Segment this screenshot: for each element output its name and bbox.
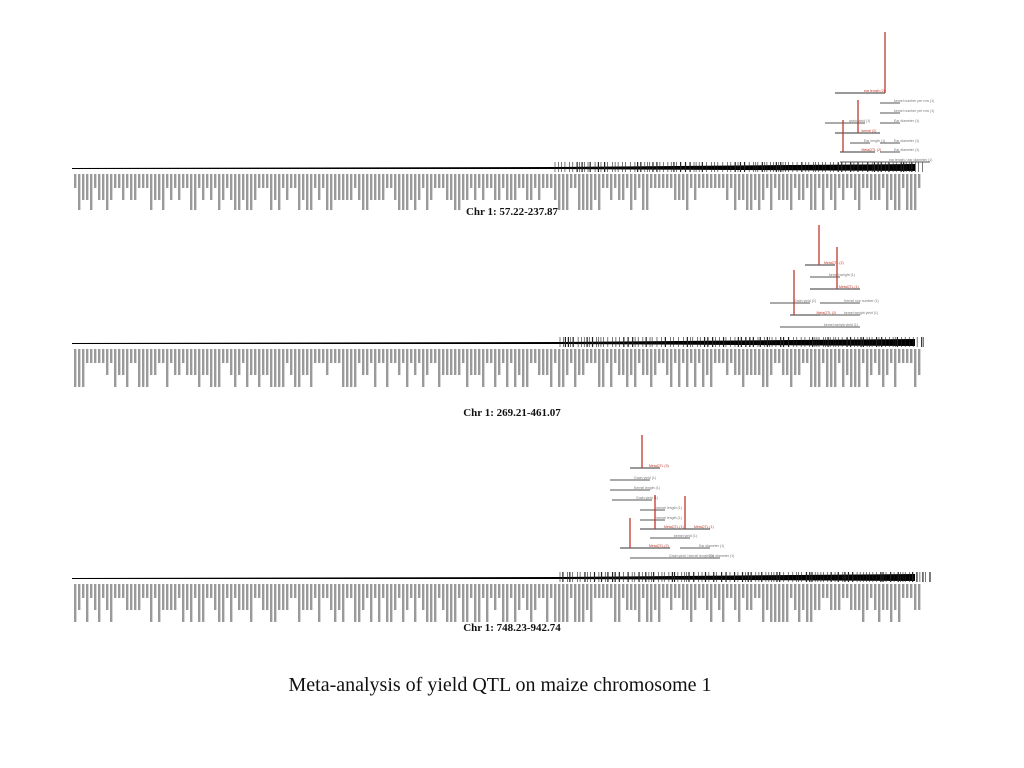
meta-qtl: MetaQTL (2) [805, 225, 844, 266]
svg-text:MetaQTL (2): MetaQTL (2) [824, 261, 844, 265]
figure-title: Meta-analysis of yield QTL on maize chro… [288, 674, 712, 696]
svg-text:Kernel row number (1): Kernel row number (1) [844, 299, 879, 303]
svg-text:Ear diameter (1): Ear diameter (1) [699, 544, 724, 548]
svg-text:Kernel length (1): Kernel length (1) [634, 486, 660, 490]
qtl-interval: Grain yield (1) [610, 476, 656, 481]
meta-qtl: MetaQTL (2) [620, 518, 670, 549]
svg-text:Ear diameter (1): Ear diameter (1) [894, 139, 919, 143]
svg-text:ear length (2): ear length (2) [864, 89, 885, 93]
genetic-map: MetaQTL (3) Grain yield (1) Kernel length … [72, 435, 931, 622]
svg-text:kernel number per row (1): kernel number per row (1) [894, 109, 934, 113]
chromosome-panel: MetaQTL (2) kernel weight (1) MetaQTL (1) G… [0, 215, 1024, 419]
svg-text:kernel weight yield (1): kernel weight yield (1) [844, 311, 878, 315]
svg-text:MetaQTL (3): MetaQTL (3) [649, 464, 669, 468]
qtl-interval: kernel length (1) [640, 506, 682, 511]
qtl-interval: kernel yield (1) [650, 534, 697, 539]
svg-text:Ear diameter (1): Ear diameter (1) [709, 554, 734, 558]
qtl-interval: kernel weight (1) [810, 273, 855, 278]
chromosome-panel: ear length (2) kernel number per row (1) k… [0, 20, 1024, 218]
qtl-interval: Kernel length (1) [610, 486, 660, 491]
genetic-map: ear length (2) kernel number per row (1) k… [72, 32, 934, 210]
svg-text:Ear diameter (1): Ear diameter (1) [894, 148, 919, 152]
qtl-interval: Ear diameter (1) [880, 119, 919, 124]
svg-text:Grain yield (1): Grain yield (1) [634, 476, 656, 480]
svg-text:grain yield (1): grain yield (1) [849, 119, 870, 123]
svg-text:kernel weight (1): kernel weight (1) [829, 273, 855, 277]
qtl-interval: kernel weight yield (1) [780, 323, 860, 328]
chromosome-axis [72, 164, 915, 171]
qtl-interval: Grain yield / kernel length (1) [630, 554, 714, 559]
qtl-interval: Grain yield (2) [770, 299, 816, 304]
svg-text:Ear length (1): Ear length (1) [864, 139, 885, 143]
svg-text:ear length / ear diameter (1): ear length / ear diameter (1) [889, 158, 932, 162]
svg-text:MetaQTL (1): MetaQTL (1) [839, 285, 859, 289]
meta-qtl: kernel (2) [835, 100, 880, 134]
svg-text:MetaQTL (1): MetaQTL (1) [694, 525, 714, 529]
qtl-interval: Kernel row number (1) [820, 299, 879, 304]
svg-text:MetaQTL (2): MetaQTL (2) [817, 311, 837, 315]
svg-text:kernel (2): kernel (2) [862, 129, 877, 133]
svg-text:kernel yield (1): kernel yield (1) [674, 534, 697, 538]
panel-caption: Chr 1: 269.21-461.07 [463, 407, 561, 419]
meta-qtl: MetaQTL (1) [670, 496, 714, 530]
svg-text:kernel length (1): kernel length (1) [657, 516, 682, 520]
qtl-interval: ear length / ear diameter (1) [840, 158, 932, 163]
meta-qtl: ear length (2) [835, 32, 886, 94]
qtl-interval: Ear diameter (1) [880, 139, 919, 144]
svg-text:kernel number per row (1): kernel number per row (1) [894, 99, 934, 103]
qtl-interval: kernel number per row (1) [880, 99, 934, 104]
qtl-interval: kernel weight yield (1) [820, 311, 878, 316]
svg-text:MetaQTL (2): MetaQTL (2) [649, 544, 669, 548]
qtl-interval: Ear length (1) [850, 139, 885, 144]
genetic-map: MetaQTL (2) kernel weight (1) MetaQTL (1) G… [72, 225, 925, 387]
svg-text:Grain yield / kernel length (1: Grain yield / kernel length (1) [669, 554, 714, 558]
svg-text:Ear diameter (1): Ear diameter (1) [894, 119, 919, 123]
svg-text:MetaQTL (2): MetaQTL (2) [862, 148, 882, 152]
chromosome-panel: MetaQTL (3) Grain yield (1) Kernel length … [0, 430, 1024, 634]
chromosome-axis [72, 574, 915, 581]
qtl-interval: Grain yield (1) [612, 496, 658, 501]
svg-text:Grain yield (2): Grain yield (2) [794, 299, 816, 303]
svg-text:MetaQTL (1): MetaQTL (1) [664, 525, 684, 529]
panel-caption: Chr 1: 57.22-237.87 [465, 206, 559, 218]
meta-qtl: MetaQTL (2) [840, 120, 882, 153]
qtl-interval: Ear diameter (1) [880, 148, 919, 153]
svg-text:kernel weight yield (1): kernel weight yield (1) [824, 323, 858, 327]
qtl-interval: Ear diameter (1) [690, 554, 734, 559]
meta-qtl: MetaQTL (3) [630, 435, 669, 469]
meta-qtl: MetaQTL (1) [810, 247, 860, 290]
svg-text:kernel length (1): kernel length (1) [657, 506, 682, 510]
qtl-interval: Ear diameter (1) [680, 544, 724, 549]
qtl-interval: kernel length (1) [640, 516, 682, 521]
panel-caption: Chr 1: 748.23-942.74 [463, 622, 561, 634]
qtl-interval: kernel number per row (1) [880, 109, 934, 114]
qtl-interval: grain yield (1) [825, 119, 870, 124]
svg-text:Grain yield (1): Grain yield (1) [636, 496, 658, 500]
